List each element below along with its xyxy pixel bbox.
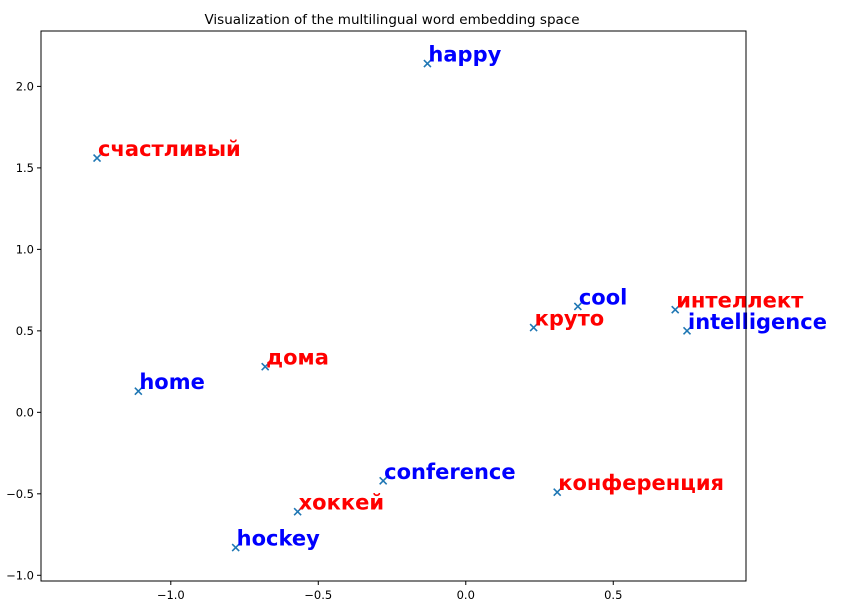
x-marker	[293, 507, 302, 516]
data-point-ru: интеллект	[671, 289, 804, 314]
x-marker	[529, 323, 538, 332]
x-marker	[423, 59, 432, 68]
word-label: круто	[535, 307, 605, 331]
axes: −1.0 −0.5 0.0 0.5 −1.0 −0.5 0.0 0.5 1.0 1.5 2.0	[6, 79, 622, 602]
y-tick-label: 1.5	[16, 161, 34, 175]
word-label: conference	[384, 460, 515, 484]
plot-area-frame	[40, 30, 747, 582]
data-point-en: cool	[573, 285, 628, 311]
data-point-en: happy	[423, 43, 502, 68]
word-label: happy	[428, 43, 501, 67]
x-marker	[671, 305, 680, 314]
y-tick-label: −0.5	[6, 487, 34, 501]
word-label: дома	[266, 346, 329, 370]
data-point-ru: конференция	[553, 471, 724, 497]
chart-title: Visualization of the multilingual word e…	[204, 12, 579, 28]
data-point-en: hockey	[231, 527, 320, 552]
y-tick-label: 0.5	[16, 324, 34, 338]
x-marker	[261, 362, 270, 371]
word-label: home	[139, 370, 205, 394]
data-point-en: intelligence	[682, 310, 827, 335]
word-label: счастливый	[98, 137, 241, 161]
data-point-ru: хоккей	[293, 491, 384, 516]
word-label: хоккей	[299, 491, 384, 515]
x-tick-label: 0.0	[457, 588, 475, 602]
x-marker	[573, 302, 582, 311]
word-label: intelligence	[688, 310, 827, 334]
data-point-en: conference	[379, 460, 516, 485]
x-marker	[553, 488, 562, 497]
x-tick-label: −1.0	[157, 588, 185, 602]
x-marker	[134, 387, 143, 396]
y-tick-label: 2.0	[16, 79, 34, 93]
x-tick-label: 0.5	[604, 588, 622, 602]
word-label: cool	[579, 285, 628, 309]
data-point-en: home	[134, 370, 205, 396]
x-tick-label: −0.5	[304, 588, 332, 602]
word-label: hockey	[237, 527, 320, 551]
x-marker	[379, 476, 388, 485]
data-point-ru: дома	[261, 346, 329, 371]
y-tick-label: −1.0	[6, 568, 34, 582]
data-point-ru: круто	[529, 307, 605, 332]
data-point-ru: счастливый	[92, 137, 241, 163]
x-marker	[231, 543, 240, 552]
word-label: конференция	[558, 471, 724, 495]
x-marker	[92, 154, 102, 163]
x-marker	[682, 326, 692, 335]
y-tick-label: 1.0	[16, 242, 34, 256]
word-label: интеллект	[676, 289, 804, 313]
y-tick-label: 0.0	[16, 405, 34, 419]
